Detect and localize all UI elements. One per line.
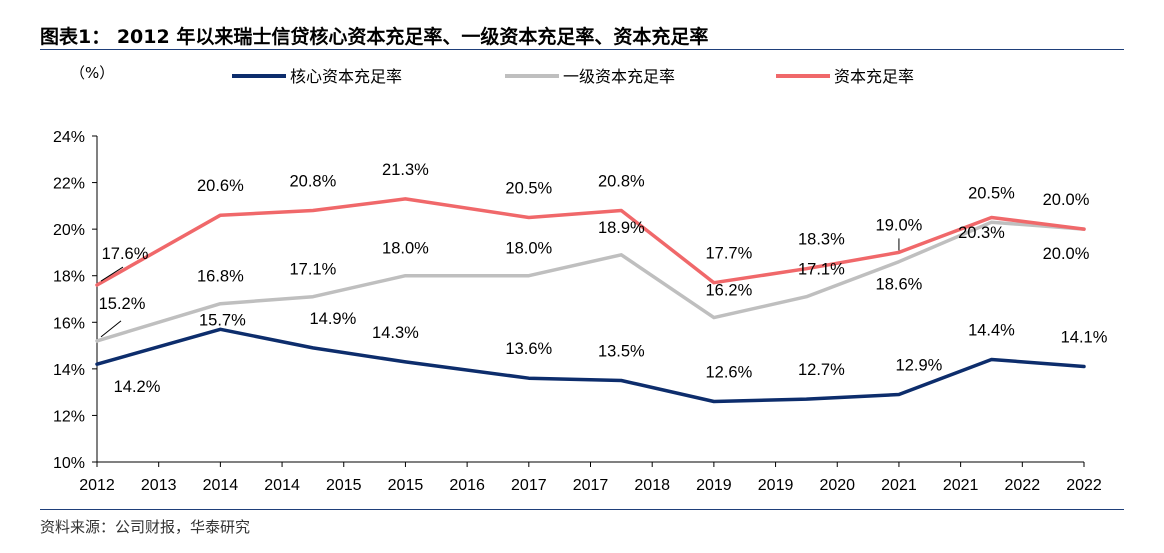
x-tick-label: 2020 [819,477,855,494]
y-tick-label: 12% [53,408,85,425]
data-label: 12.9% [896,356,943,374]
source-rule [40,509,1124,510]
data-label: 20.3% [958,224,1005,242]
x-tick-label: 2021 [881,477,917,494]
leader-line [100,320,122,338]
x-tick-label: 2021 [943,477,979,494]
y-tick-label: 18% [53,269,85,286]
chart-title: 图表1： 2012 年以来瑞士信贷核心资本充足率、一级资本充足率、资本充足率 [40,26,709,48]
data-label: 19.0% [876,216,923,234]
data-label: 16.8% [197,268,244,286]
data-label: 17.6% [102,245,149,263]
legend: 核心资本充足率 一级资本充足率 资本充足率 [232,67,914,86]
data-label: 14.3% [372,324,419,342]
legend-entry: 一级资本充足率 [563,67,675,86]
series-line-2 [95,220,1086,343]
data-labels: 14.2% 14.9% 14.3% 13.6% 13.5% 12.6% 12.7% 12.9%… [99,161,1108,396]
data-label: 20.8% [290,173,337,191]
x-tick-label: 2012 [79,477,115,494]
data-label: 17.1% [798,261,845,279]
data-label: 17.7% [705,245,752,263]
x-tick-label: 2013 [141,477,177,494]
data-label: 12.6% [705,363,752,381]
x-tick-label: 2019 [696,477,732,494]
x-tick-label: 2014 [203,477,239,494]
x-tick-label: 2017 [511,477,547,494]
y-tick-label: 10% [53,455,85,472]
y-tick-label: 20% [53,222,85,239]
x-tick-label: 2022 [1066,477,1102,494]
y-tick-label: 22% [53,176,85,193]
data-label: 16.2% [705,282,752,300]
data-label: 14.1% [1061,329,1108,347]
data-label: 18.3% [798,231,845,249]
data-label: 20.8% [598,173,645,191]
data-label: 15.2% [99,295,146,313]
data-label: 14.9% [310,310,357,328]
legend-entry: 资本充足率 [834,67,914,86]
data-label: 14.2% [114,378,161,396]
title-rule [40,49,1124,50]
series-line-3 [95,197,1086,287]
data-label: 18.0% [505,240,552,258]
x-tick-label: 2017 [573,477,609,494]
data-label: 13.5% [598,343,645,361]
x-tick-label: 2018 [634,477,670,494]
x-tick-label: 2016 [449,477,485,494]
data-label: 20.0% [1043,191,1090,209]
data-label: 20.6% [197,177,244,195]
x-tick-label: 2015 [388,477,424,494]
y-tick-label: 14% [53,362,85,379]
x-tick-label: 2019 [758,477,794,494]
x-tick-label: 2014 [264,477,300,494]
data-label: 13.6% [505,340,552,358]
data-label: 12.7% [798,361,845,379]
x-tick-label: 2015 [326,477,362,494]
data-label: 20.5% [505,180,552,198]
leader-line [100,266,124,282]
y-tick-label: 16% [53,315,85,332]
data-label: 18.9% [598,219,645,237]
series-line-1 [95,327,1086,404]
data-label: 18.6% [876,276,923,294]
data-label: 21.3% [382,161,429,179]
unit-label: （%） [70,64,114,82]
x-tick-label: 2022 [1005,477,1041,494]
axes: 10% 12% 14% 16% 18% 20% 22% 24% 2012 2013 2014 2014… [53,129,1102,494]
data-label: 20.0% [1043,245,1090,263]
data-label: 15.7% [199,312,246,330]
series-lines [95,197,1086,404]
line-chart: 10% 12% 14% 16% 18% 20% 22% 24% 2012 2013 2014 2014… [53,64,1108,494]
data-label: 18.0% [382,240,429,258]
source-note: 资料来源：公司财报，华泰研究 [40,518,251,536]
data-label: 17.1% [290,261,337,279]
y-tick-label: 24% [53,129,85,146]
legend-entry: 核心资本充足率 [290,67,402,86]
data-label: 14.4% [968,322,1015,340]
data-label: 20.5% [968,185,1015,203]
